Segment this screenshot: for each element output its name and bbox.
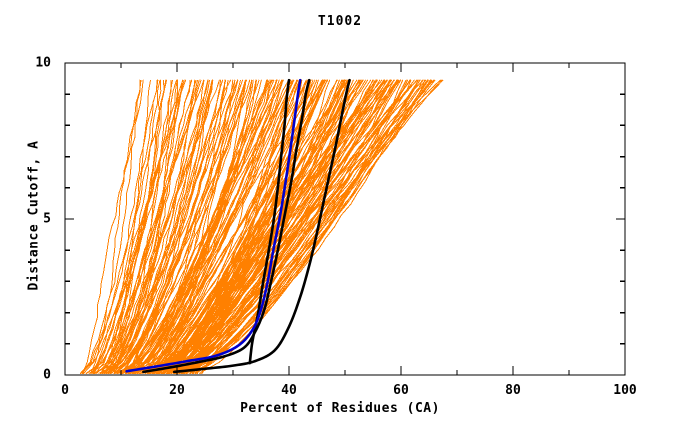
- y-tick-label: 5: [43, 211, 51, 227]
- y-tick-label: 0: [43, 367, 51, 383]
- x-tick-label: 40: [281, 383, 297, 398]
- x-tick-label: 60: [393, 383, 409, 398]
- x-tick-label: 20: [169, 383, 185, 398]
- x-tick-label: 80: [505, 383, 521, 398]
- x-tick-label: 0: [61, 383, 69, 398]
- chart-title: T1002: [317, 14, 363, 29]
- y-tick-label: 10: [35, 55, 51, 71]
- x-tick-label: 100: [613, 383, 637, 398]
- x-axis-label: Percent of Residues (CA): [240, 401, 440, 416]
